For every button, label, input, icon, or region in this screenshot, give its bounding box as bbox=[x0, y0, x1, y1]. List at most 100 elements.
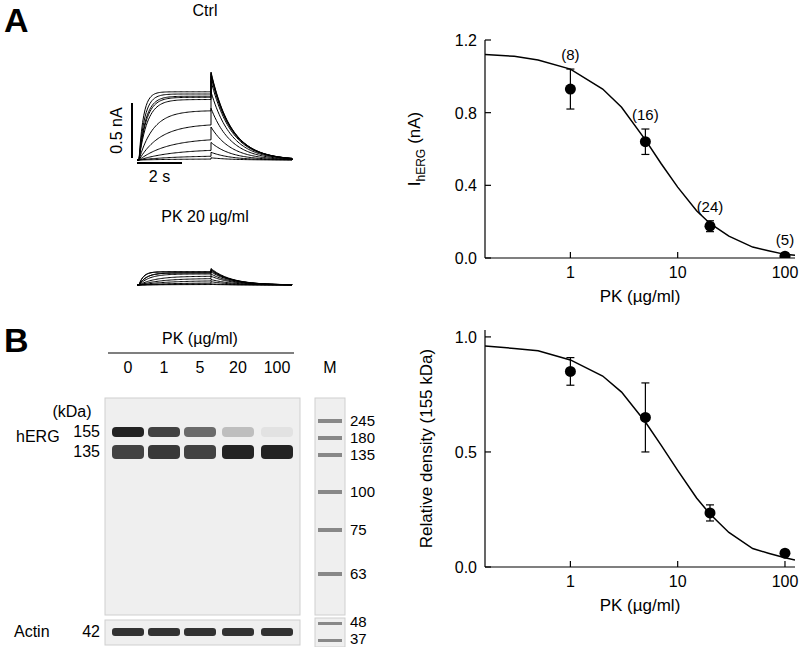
gel bbox=[105, 620, 300, 645]
y-axis-label-unit: (nA) bbox=[405, 112, 424, 144]
band-size-label: 42 bbox=[82, 623, 100, 640]
ladder-label: 63 bbox=[350, 565, 367, 582]
y-tick-label: 1.2 bbox=[455, 32, 477, 49]
band bbox=[112, 427, 144, 437]
x-tick bbox=[677, 252, 678, 258]
current-sweep bbox=[137, 74, 292, 160]
scale-bar-current bbox=[131, 103, 133, 158]
lane-label: 100 bbox=[264, 359, 291, 376]
y-tick-label: 0.0 bbox=[455, 250, 477, 267]
x-axis-label: PK (µg/ml) bbox=[600, 287, 681, 306]
current-sweep bbox=[137, 270, 292, 285]
y-tick-label: 0.4 bbox=[455, 177, 477, 194]
ladder-band bbox=[318, 622, 342, 625]
y-axis-label: IhERG(nA) bbox=[405, 112, 428, 187]
ladder-label: 180 bbox=[350, 429, 375, 446]
scale-bar-label: 2 s bbox=[149, 168, 170, 185]
ladder-band bbox=[318, 453, 342, 457]
current-sweep bbox=[137, 269, 292, 286]
current-sweep bbox=[137, 158, 292, 160]
x-tick-label: 10 bbox=[669, 264, 687, 281]
ladder-band bbox=[318, 436, 342, 440]
current-sweep bbox=[137, 284, 292, 285]
current-sweep bbox=[137, 282, 292, 285]
size-unit-label: (kDa) bbox=[52, 403, 91, 420]
annotation: (8) bbox=[561, 46, 579, 63]
band bbox=[148, 628, 180, 636]
y-axis bbox=[484, 40, 485, 258]
x-tick-label: 1 bbox=[566, 573, 575, 590]
x-tick-label: 10 bbox=[669, 573, 687, 590]
treatment-label: PK (µg/ml) bbox=[162, 330, 238, 347]
x-tick bbox=[570, 252, 571, 258]
band bbox=[148, 445, 180, 459]
marker-lane bbox=[315, 618, 345, 647]
y-tick-label: 1.0 bbox=[455, 329, 477, 346]
chart: 1101000.00.51.0PK (µg/ml)Relative densit… bbox=[417, 329, 798, 615]
error-bar-cap bbox=[566, 357, 574, 358]
annotation: (16) bbox=[632, 106, 659, 123]
panel-label: A bbox=[4, 1, 29, 39]
panel-label: B bbox=[4, 321, 29, 359]
gel bbox=[105, 398, 300, 615]
error-bar-cap bbox=[641, 128, 649, 129]
band bbox=[222, 445, 254, 459]
current-sweep bbox=[137, 272, 292, 285]
y-axis bbox=[484, 330, 485, 567]
band bbox=[112, 445, 144, 459]
current-sweep bbox=[137, 276, 292, 285]
current-traces: CtrlPK 20 µg/ml bbox=[137, 2, 292, 285]
y-tick bbox=[485, 257, 491, 258]
band bbox=[222, 628, 254, 636]
figure: ABCtrlPK 20 µg/ml0.5 nA2 sPK (µg/ml)0152… bbox=[0, 0, 800, 647]
band bbox=[184, 427, 216, 437]
error-bar-cap bbox=[641, 382, 649, 383]
current-sweep bbox=[137, 76, 292, 160]
y-axis-label-text: Relative density (155 kDa) bbox=[417, 349, 436, 548]
lane-label: 0 bbox=[124, 359, 133, 376]
error-bar-cap bbox=[566, 108, 574, 109]
ladder-label: 37 bbox=[350, 630, 367, 647]
y-tick bbox=[485, 566, 491, 567]
ladder-label: 75 bbox=[350, 521, 367, 538]
band bbox=[148, 427, 180, 437]
lane-label: 1 bbox=[160, 359, 169, 376]
current-sweep bbox=[137, 271, 292, 285]
ladder-label: 100 bbox=[350, 483, 375, 500]
band bbox=[112, 628, 144, 636]
x-tick bbox=[570, 561, 571, 567]
current-sweep bbox=[137, 92, 292, 160]
scale-bar-label: 0.5 nA bbox=[108, 107, 125, 154]
annotation: (5) bbox=[776, 231, 794, 248]
ladder-band bbox=[318, 528, 342, 532]
x-tick-label: 1 bbox=[566, 264, 575, 281]
trace-label: PK 20 µg/ml bbox=[161, 208, 248, 225]
fit-line bbox=[485, 346, 795, 560]
ladder-label: 48 bbox=[350, 613, 367, 630]
ladder-band bbox=[318, 572, 342, 576]
x-tick bbox=[677, 561, 678, 567]
ladder-label: 135 bbox=[350, 446, 375, 463]
lane-label: 20 bbox=[229, 359, 247, 376]
marker-lane bbox=[315, 398, 345, 615]
current-sweep bbox=[137, 142, 292, 160]
y-axis-label-subscript: hERG bbox=[414, 149, 428, 182]
marks bbox=[485, 346, 795, 560]
y-tick bbox=[485, 112, 491, 113]
y-tick bbox=[485, 39, 491, 40]
error-bar-cap bbox=[566, 385, 574, 386]
fit-line bbox=[485, 55, 795, 256]
scale-bar: 0.5 nA 2 s bbox=[108, 103, 182, 185]
band bbox=[261, 445, 293, 459]
current-sweep bbox=[137, 284, 292, 286]
ladder-band bbox=[318, 639, 342, 642]
x-tick bbox=[784, 561, 785, 567]
band-size-label: 135 bbox=[73, 443, 100, 460]
current-sweep bbox=[137, 152, 292, 160]
loading-control-label: Actin bbox=[14, 623, 50, 640]
x-axis bbox=[485, 566, 795, 567]
error-bar-cap bbox=[706, 504, 714, 505]
ladder-band bbox=[318, 490, 342, 494]
y-tick bbox=[485, 451, 491, 452]
data-point bbox=[565, 366, 576, 377]
